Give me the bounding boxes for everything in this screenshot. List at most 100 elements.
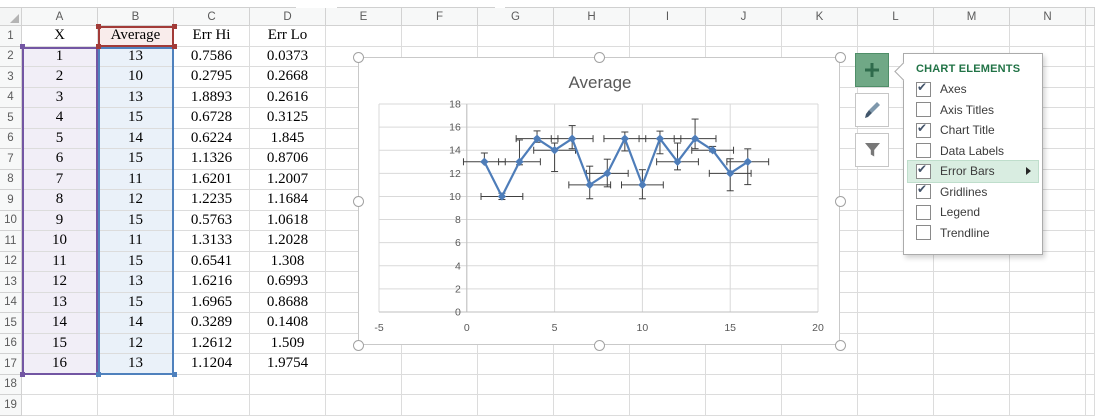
cell-M14[interactable] xyxy=(934,292,1010,313)
row-header-3[interactable]: 3 xyxy=(0,67,22,88)
cell-A8[interactable]: 7 xyxy=(22,169,98,190)
column-header-K[interactable]: K xyxy=(782,8,858,26)
cell-B5[interactable]: 15 xyxy=(98,108,174,129)
cell-C12[interactable]: 0.6541 xyxy=(174,251,250,272)
cell-H18[interactable] xyxy=(554,374,630,395)
cell-D2[interactable]: 0.0373 xyxy=(250,46,326,67)
column-header-E[interactable]: E xyxy=(326,8,402,26)
cell-A3[interactable]: 2 xyxy=(22,67,98,88)
column-header-J[interactable]: J xyxy=(706,8,782,26)
row-header-6[interactable]: 6 xyxy=(0,128,22,149)
cell-A14[interactable]: 13 xyxy=(22,292,98,313)
cell-A7[interactable]: 6 xyxy=(22,149,98,170)
cell-L19[interactable] xyxy=(858,395,934,416)
series-name-range-outline-handle-0[interactable] xyxy=(95,23,101,29)
column-header-I[interactable]: I xyxy=(630,8,706,26)
column-header-G[interactable]: G xyxy=(478,8,554,26)
cell-B11[interactable]: 11 xyxy=(98,231,174,252)
cell-N17[interactable] xyxy=(1010,354,1086,375)
chart-selection-handle-7[interactable] xyxy=(834,339,846,351)
cell-J17[interactable] xyxy=(706,354,782,375)
cell-A2[interactable]: 1 xyxy=(22,46,98,67)
chart-selection-handle-4[interactable] xyxy=(834,195,846,207)
cell-B4[interactable]: 13 xyxy=(98,87,174,108)
cell-L15[interactable] xyxy=(858,313,934,334)
row-header-2[interactable]: 2 xyxy=(0,46,22,67)
cell-A1[interactable]: X xyxy=(22,26,98,47)
cell-L13[interactable] xyxy=(858,272,934,293)
cell-A4[interactable]: 3 xyxy=(22,87,98,108)
chart-title[interactable]: Average xyxy=(568,73,631,92)
row-header-17[interactable]: 17 xyxy=(0,354,22,375)
cell-B1[interactable]: Average xyxy=(98,26,174,47)
cell-C6[interactable]: 0.6224 xyxy=(174,128,250,149)
cell-B3[interactable]: 10 xyxy=(98,67,174,88)
chart-elements-item-axes[interactable]: ✔ Axes xyxy=(908,79,1038,100)
cell-B10[interactable]: 15 xyxy=(98,210,174,231)
cell-A17[interactable]: 16 xyxy=(22,354,98,375)
cell-A15[interactable]: 14 xyxy=(22,313,98,334)
chart-elements-item-data-labels[interactable]: Data Labels xyxy=(908,141,1038,162)
cell-I18[interactable] xyxy=(630,374,706,395)
cell-N12[interactable] xyxy=(1010,251,1086,272)
cell-N13[interactable] xyxy=(1010,272,1086,293)
cell-C17[interactable]: 1.1204 xyxy=(174,354,250,375)
column-header-B[interactable]: B xyxy=(98,8,174,26)
flyout-arrow-icon[interactable] xyxy=(1026,167,1031,176)
cell-K19[interactable] xyxy=(782,395,858,416)
chart[interactable]: 0 2 4 6 8 10 12 14 16 18 -5 0 5 10 15 20 Average xyxy=(352,51,846,351)
cell-G18[interactable] xyxy=(478,374,554,395)
cell-C3[interactable]: 0.2795 xyxy=(174,67,250,88)
row-header-10[interactable]: 10 xyxy=(0,210,22,231)
cell-C5[interactable]: 0.6728 xyxy=(174,108,250,129)
chart-elements-item-axis-titles[interactable]: Axis Titles xyxy=(908,100,1038,121)
cell-C10[interactable]: 0.5763 xyxy=(174,210,250,231)
cell-K18[interactable] xyxy=(782,374,858,395)
cell-B14[interactable]: 15 xyxy=(98,292,174,313)
cell-C18[interactable] xyxy=(174,374,250,395)
chart-selection-handle-3[interactable] xyxy=(352,195,364,207)
cell-M19[interactable] xyxy=(934,395,1010,416)
cell-D19[interactable] xyxy=(250,395,326,416)
cell-B6[interactable]: 14 xyxy=(98,128,174,149)
row-header-5[interactable]: 5 xyxy=(0,108,22,129)
cell-A16[interactable]: 15 xyxy=(22,333,98,354)
cell-B18[interactable] xyxy=(98,374,174,395)
checkbox-trendline[interactable] xyxy=(916,225,931,241)
cell-C8[interactable]: 1.6201 xyxy=(174,169,250,190)
cell-D15[interactable]: 0.1408 xyxy=(250,313,326,334)
cell-B15[interactable]: 14 xyxy=(98,313,174,334)
cell-J18[interactable] xyxy=(706,374,782,395)
cell-J1[interactable] xyxy=(706,26,782,47)
cell-F1[interactable] xyxy=(402,26,478,47)
cell-D8[interactable]: 1.2007 xyxy=(250,169,326,190)
series-values-range-outline-handle-3[interactable] xyxy=(171,372,177,377)
cell-C19[interactable] xyxy=(174,395,250,416)
cell-C2[interactable]: 0.7586 xyxy=(174,46,250,67)
cell-H19[interactable] xyxy=(554,395,630,416)
cell-C14[interactable]: 1.6965 xyxy=(174,292,250,313)
cell-N18[interactable] xyxy=(1010,374,1086,395)
chart-elements-item-chart-title[interactable]: ✔ Chart Title xyxy=(908,120,1038,141)
series-values-range-outline-handle-2[interactable] xyxy=(95,372,101,377)
column-header-H[interactable]: H xyxy=(554,8,630,26)
cell-E1[interactable] xyxy=(326,26,402,47)
chart-elements-item-error-bars[interactable]: ✔ Error Bars xyxy=(907,160,1039,183)
cell-C15[interactable]: 0.3289 xyxy=(174,313,250,334)
cell-D9[interactable]: 1.1684 xyxy=(250,190,326,211)
checkbox-data-labels[interactable] xyxy=(916,143,931,159)
cell-A11[interactable]: 10 xyxy=(22,231,98,252)
row-header-12[interactable]: 12 xyxy=(0,251,22,272)
cell-H17[interactable] xyxy=(554,354,630,375)
x-values-range-outline-handle-0[interactable] xyxy=(19,44,25,49)
cell-D11[interactable]: 1.2028 xyxy=(250,231,326,252)
cell-D3[interactable]: 0.2668 xyxy=(250,67,326,88)
cell-D14[interactable]: 0.8688 xyxy=(250,292,326,313)
cell-N15[interactable] xyxy=(1010,313,1086,334)
cell-D1[interactable]: Err Lo xyxy=(250,26,326,47)
cell-L16[interactable] xyxy=(858,333,934,354)
cell-B17[interactable]: 13 xyxy=(98,354,174,375)
cell-A19[interactable] xyxy=(22,395,98,416)
cell-B12[interactable]: 15 xyxy=(98,251,174,272)
cell-D7[interactable]: 0.8706 xyxy=(250,149,326,170)
